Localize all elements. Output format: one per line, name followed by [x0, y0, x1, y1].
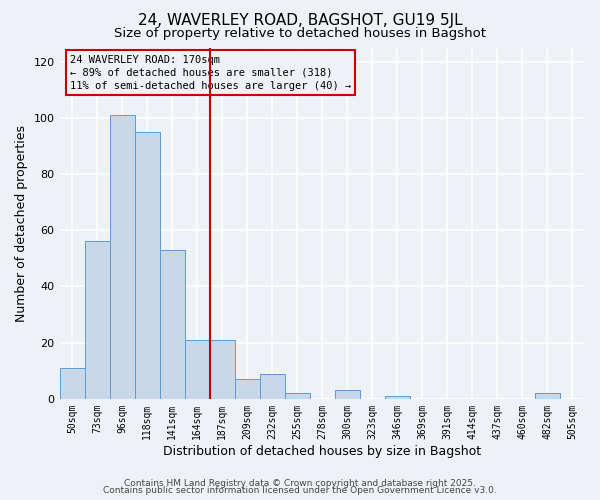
Bar: [209, 340, 235, 399]
Bar: [185, 340, 209, 399]
Bar: [59, 368, 85, 399]
Bar: [285, 393, 310, 399]
Text: Contains HM Land Registry data © Crown copyright and database right 2025.: Contains HM Land Registry data © Crown c…: [124, 478, 476, 488]
Text: Size of property relative to detached houses in Bagshot: Size of property relative to detached ho…: [114, 28, 486, 40]
Bar: [160, 250, 185, 399]
Text: 24, WAVERLEY ROAD, BAGSHOT, GU19 5JL: 24, WAVERLEY ROAD, BAGSHOT, GU19 5JL: [137, 12, 463, 28]
Bar: [535, 393, 560, 399]
Text: 24 WAVERLEY ROAD: 170sqm
← 89% of detached houses are smaller (318)
11% of semi-: 24 WAVERLEY ROAD: 170sqm ← 89% of detach…: [70, 54, 352, 91]
Bar: [110, 115, 134, 399]
Bar: [85, 242, 110, 399]
Bar: [235, 379, 260, 399]
Bar: [260, 374, 285, 399]
Y-axis label: Number of detached properties: Number of detached properties: [15, 124, 28, 322]
Text: Contains public sector information licensed under the Open Government Licence v3: Contains public sector information licen…: [103, 486, 497, 495]
X-axis label: Distribution of detached houses by size in Bagshot: Distribution of detached houses by size …: [163, 444, 481, 458]
Bar: [335, 390, 360, 399]
Bar: [385, 396, 410, 399]
Bar: [134, 132, 160, 399]
